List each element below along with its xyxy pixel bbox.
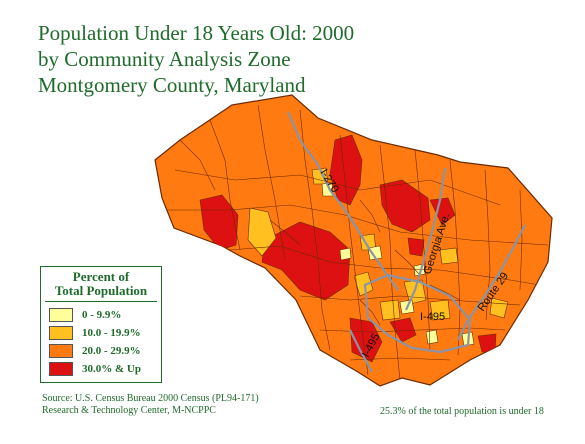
legend-swatch-20-29 [49, 344, 73, 358]
route29-road [457, 224, 526, 341]
legend-title-line-1: Percent of [72, 269, 130, 284]
legend-item: 20.0 - 29.9% [49, 342, 161, 360]
map-title: Population Under 18 Years Old: 2000 by C… [38, 20, 354, 98]
legend-swatch-0-9 [49, 308, 73, 322]
source-line-1: Source: U.S. Census Bureau 2000 Census (… [42, 393, 259, 404]
highways [286, 111, 526, 373]
legend-label-0-9: 0 - 9.9% [82, 309, 122, 321]
title-line-2: by Community Analysis Zone [38, 47, 291, 71]
title-line-1: Population Under 18 Years Old: 2000 [38, 21, 355, 45]
source-line-2: Research & Technology Center, M-NCPPC [42, 405, 216, 416]
legend-title: Percent of Total Population [41, 270, 161, 298]
zones-10-19 [247, 167, 509, 321]
map-legend: Percent of Total Population 0 - 9.9% 10.… [40, 266, 162, 383]
label-i495-east: I-495 [420, 311, 445, 323]
connector-highway [349, 329, 373, 373]
i270-highway [286, 111, 399, 291]
legend-label-10-19: 10.0 - 19.9% [82, 327, 141, 339]
zone-boundaries [165, 104, 549, 381]
legend-divider [45, 301, 157, 302]
title-line-3: Montgomery County, Maryland [38, 73, 306, 97]
georgia-ave-road [404, 167, 447, 311]
legend-item: 30.0% & Up [49, 360, 161, 378]
legend-item: 10.0 - 19.9% [49, 324, 161, 342]
legend-title-line-2: Total Population [54, 283, 148, 298]
legend-label-30-plus: 30.0% & Up [82, 363, 141, 375]
legend-item: 0 - 9.9% [49, 306, 161, 324]
zones-30-plus [199, 134, 497, 363]
source-credit: Source: U.S. Census Bureau 2000 Census (… [42, 393, 259, 417]
legend-swatch-30-plus [49, 362, 73, 376]
summary-note: 25.3% of the total population is under 1… [380, 406, 544, 417]
legend-swatch-10-19 [49, 326, 73, 340]
i495-beltway [363, 273, 472, 354]
legend-label-20-29: 20.0 - 29.9% [82, 345, 141, 357]
county-outline [154, 94, 553, 387]
